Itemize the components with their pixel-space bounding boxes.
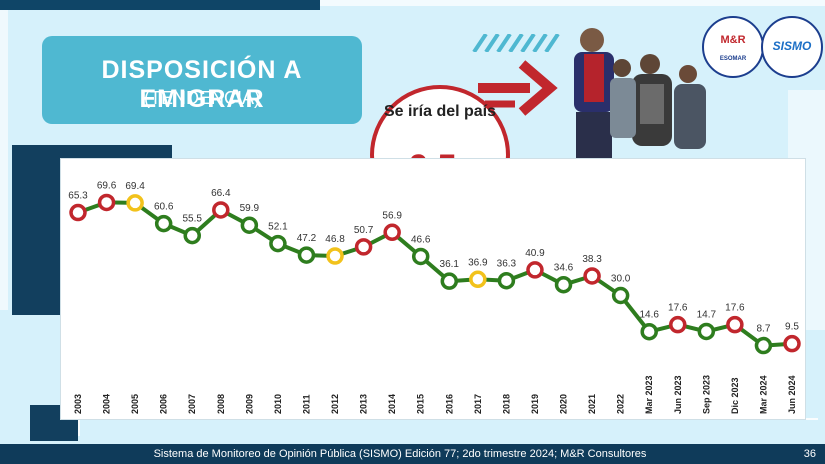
x-tick-label: 2013 — [359, 394, 369, 414]
data-label: 8.7 — [756, 324, 770, 335]
data-point — [640, 322, 658, 341]
arrow-right-icon — [478, 60, 558, 116]
data-point — [611, 286, 630, 305]
page-subtitle: (TENDENCIA) — [144, 88, 260, 108]
x-tick-label: 2017 — [473, 394, 483, 414]
data-point — [497, 271, 516, 290]
page-title: DISPOSICIÓN A EMIGRAR — [101, 56, 303, 113]
x-tick-label: Mar 2023 — [644, 375, 654, 414]
data-point — [183, 226, 201, 245]
data-label: 14.7 — [697, 309, 717, 320]
data-label: 36.3 — [497, 259, 517, 270]
data-label: 46.8 — [325, 234, 345, 245]
x-tick-label: Jun 2024 — [787, 375, 797, 414]
data-point — [240, 216, 259, 234]
data-point — [212, 201, 230, 219]
data-point — [126, 194, 144, 212]
stripes-decoration — [472, 34, 560, 52]
data-point — [326, 247, 344, 265]
x-tick-label: Jun 2023 — [673, 375, 683, 414]
data-point — [297, 246, 316, 264]
footer-bar — [0, 444, 825, 464]
x-tick-label: 2020 — [559, 394, 569, 414]
sismo-logo: SISMO — [761, 16, 823, 78]
data-point — [383, 223, 401, 242]
data-label: 59.9 — [240, 203, 260, 214]
x-tick-label: 2007 — [187, 394, 197, 414]
data-label: 36.9 — [468, 257, 488, 268]
x-tick-label: 2015 — [416, 394, 426, 414]
data-label: 55.5 — [183, 214, 203, 225]
footer-source: Sistema de Monitoreo de Opinión Pública … — [153, 448, 647, 460]
data-label: 46.6 — [411, 234, 431, 245]
x-tick-label: 2009 — [244, 394, 254, 414]
data-point — [440, 272, 459, 290]
migrants-photo — [560, 14, 720, 164]
frame-top-bar — [0, 0, 320, 10]
x-tick-label: Dic 2023 — [730, 377, 740, 414]
data-point — [526, 261, 544, 279]
data-point — [154, 214, 173, 233]
x-tick-label: 2004 — [102, 394, 112, 414]
data-label: 17.6 — [668, 303, 688, 314]
data-label: 50.7 — [354, 225, 374, 236]
data-label: 9.5 — [785, 322, 799, 333]
data-point — [469, 270, 487, 289]
data-label: 40.9 — [525, 248, 545, 259]
mr-logo: M&R ESOMAR — [702, 16, 764, 78]
x-tick-label: 2006 — [159, 394, 169, 414]
frame-left-accent — [0, 10, 8, 310]
data-label: 66.4 — [211, 188, 231, 199]
data-label: 69.6 — [97, 180, 117, 191]
data-point — [97, 193, 116, 212]
data-label: 30.0 — [611, 274, 631, 285]
x-tick-label: 2008 — [216, 394, 226, 414]
data-label: 34.6 — [554, 263, 574, 274]
data-label: 52.1 — [268, 222, 288, 233]
x-tick-label: 2014 — [387, 394, 397, 414]
x-tick-label: 2021 — [587, 394, 597, 414]
x-tick-label: Sep 2023 — [701, 375, 711, 414]
x-tick-label: 2018 — [501, 394, 511, 414]
x-tick-label: 2011 — [301, 394, 311, 414]
frame-bottom-line — [78, 418, 818, 436]
data-label: 60.6 — [154, 202, 174, 213]
x-tick-label: 2003 — [73, 394, 83, 414]
x-tick-label: 2016 — [444, 394, 454, 414]
data-point — [354, 238, 373, 256]
data-point — [726, 315, 744, 334]
data-point — [554, 275, 573, 294]
x-tick-label: 2019 — [530, 394, 540, 414]
data-label: 17.6 — [725, 303, 745, 314]
x-tick-label: Mar 2024 — [758, 375, 768, 414]
data-label: 36.1 — [440, 259, 460, 270]
data-label: 47.2 — [297, 233, 317, 244]
data-point — [269, 234, 287, 253]
x-tick-label: 2005 — [130, 394, 140, 414]
data-label: 38.3 — [582, 254, 602, 265]
data-point — [754, 336, 773, 355]
data-point — [669, 315, 687, 334]
chart-panel — [60, 158, 806, 420]
title-box: DISPOSICIÓN A EMIGRAR (TENDENCIA) — [42, 36, 362, 124]
sismo-logo-text: SISMO — [772, 39, 812, 53]
data-label: 69.4 — [125, 181, 145, 192]
data-point — [583, 267, 601, 285]
page-number: 36 — [803, 448, 816, 460]
callout-label: Se iría del país — [383, 103, 497, 120]
x-tick-label: 2010 — [273, 394, 283, 414]
data-point — [69, 203, 87, 222]
x-tick-label: 2012 — [330, 394, 340, 414]
data-point — [411, 247, 430, 266]
mr-logo-text: M&R — [720, 34, 746, 46]
data-point — [783, 334, 801, 353]
esomar-logo-text: ESOMAR — [719, 56, 747, 62]
emigration-trend-chart: 65.3 2003 69.6 2004 69.4 2005 60.6 2006 55.5 2007… — [68, 180, 801, 414]
data-label: 14.6 — [639, 310, 659, 321]
data-label: 65.3 — [68, 191, 88, 202]
data-point — [697, 322, 716, 341]
x-tick-label: 2022 — [616, 394, 626, 414]
data-label: 56.9 — [382, 210, 402, 221]
frame-top-accent — [320, 0, 825, 6]
